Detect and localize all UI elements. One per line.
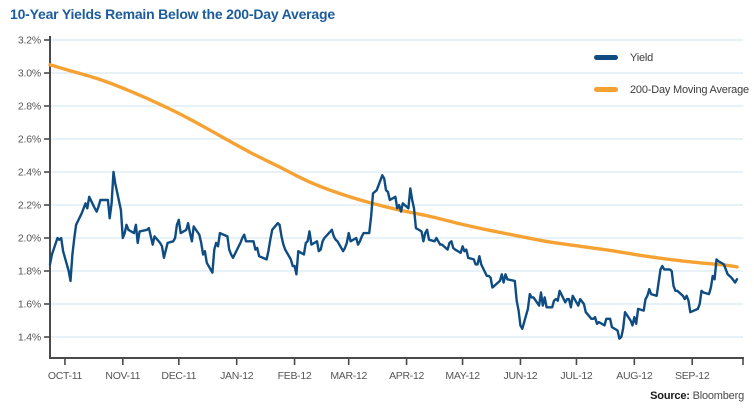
x-tick-label: APR-12 bbox=[389, 370, 424, 382]
x-tick-label: NOV-11 bbox=[105, 370, 140, 382]
chart-legend: Yield 200-Day Moving Average bbox=[594, 47, 750, 111]
legend-label-moving-average: 200-Day Moving Average bbox=[630, 83, 749, 96]
y-tick-label: 1.8% bbox=[18, 266, 41, 278]
legend-label-yield: Yield bbox=[630, 51, 654, 64]
y-tick-label: 3.2% bbox=[18, 35, 41, 47]
y-tick-label: 1.6% bbox=[18, 299, 41, 311]
x-tick-label: DEC-11 bbox=[161, 370, 196, 382]
legend-item-moving-average: 200-Day Moving Average bbox=[594, 79, 750, 100]
x-tick-label: MAR-12 bbox=[330, 370, 367, 382]
x-tick-label: MAY-12 bbox=[445, 370, 480, 382]
x-tick-label: JUL-12 bbox=[560, 370, 593, 382]
x-tick-label: AUG-12 bbox=[616, 370, 653, 382]
y-tick-label: 2.8% bbox=[18, 101, 41, 113]
x-tick-label: SEP-12 bbox=[675, 370, 710, 382]
ma-line-marker-icon bbox=[594, 87, 618, 92]
yield-line-marker-icon bbox=[594, 55, 618, 60]
y-tick-label: 2.0% bbox=[18, 233, 41, 245]
legend-item-yield: Yield bbox=[594, 47, 750, 68]
x-tick-label: JAN-12 bbox=[220, 370, 254, 382]
y-tick-label: 2.2% bbox=[18, 200, 41, 212]
x-tick-label: OCT-11 bbox=[48, 370, 83, 382]
yield-line bbox=[48, 170, 739, 340]
source-label: Source: bbox=[650, 390, 690, 402]
ma-line bbox=[48, 63, 739, 269]
y-tick-label: 2.6% bbox=[18, 134, 41, 146]
x-tick-label: FEB-12 bbox=[278, 370, 312, 382]
chart-title: 10-Year Yields Remain Below the 200-Day … bbox=[10, 6, 335, 22]
x-tick-label: JUN-12 bbox=[504, 370, 538, 382]
y-tick-label: 1.4% bbox=[18, 332, 41, 344]
y-tick-label: 2.4% bbox=[18, 167, 41, 179]
source-attribution: Source: Bloomberg bbox=[650, 390, 744, 402]
y-tick-label: 3.0% bbox=[18, 68, 41, 80]
source-value: Bloomberg bbox=[689, 390, 745, 402]
